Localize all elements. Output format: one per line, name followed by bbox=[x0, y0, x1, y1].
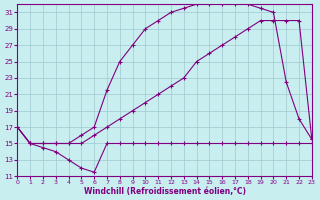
X-axis label: Windchill (Refroidissement éolien,°C): Windchill (Refroidissement éolien,°C) bbox=[84, 187, 245, 196]
